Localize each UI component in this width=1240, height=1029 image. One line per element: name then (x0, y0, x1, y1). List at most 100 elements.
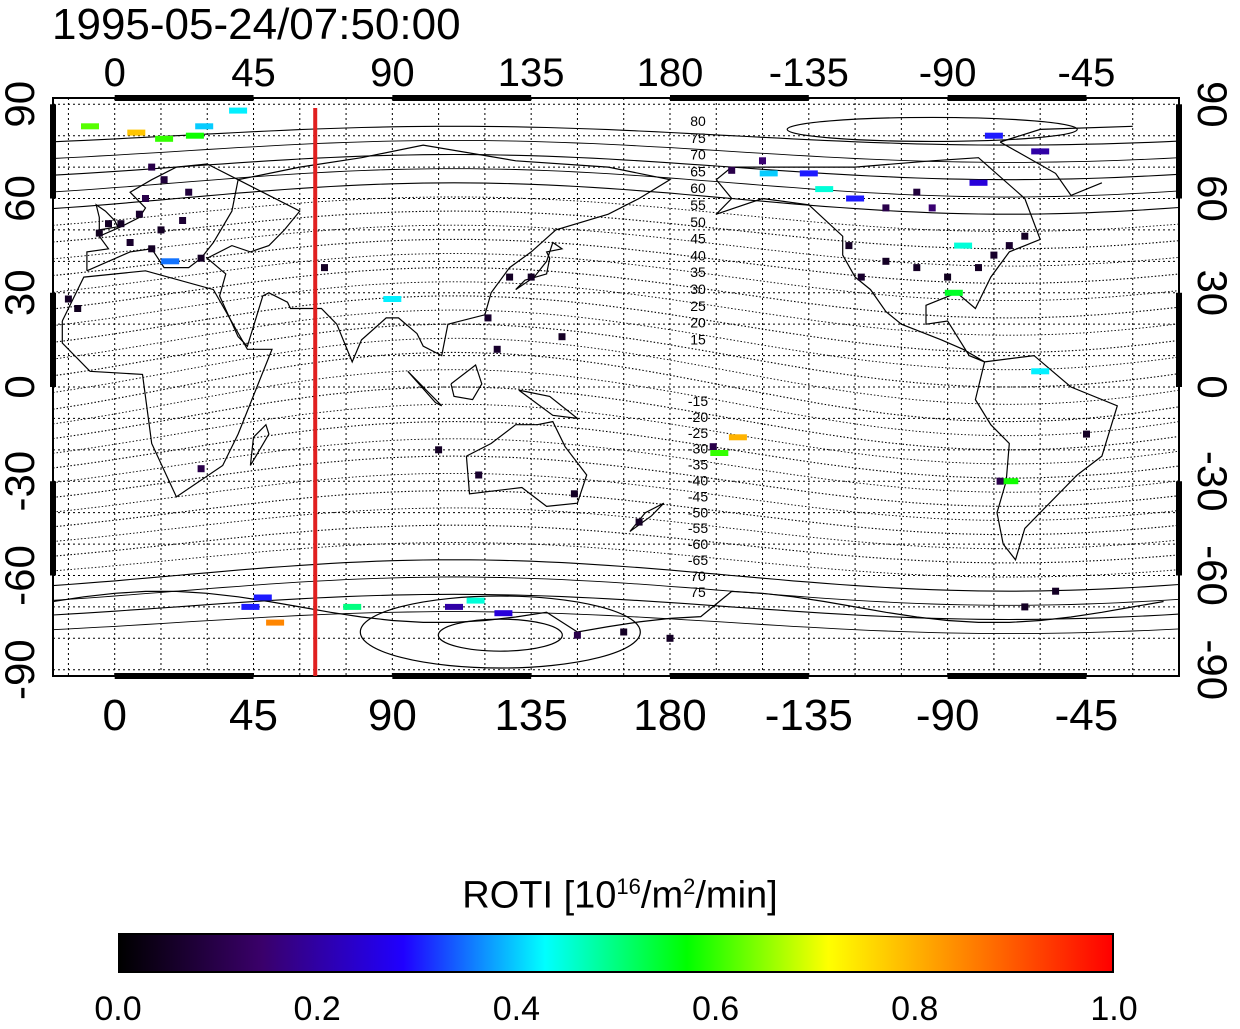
coastline (61, 270, 273, 498)
colorbar-tick-label: 1.0 (1090, 990, 1138, 1028)
roti-point (493, 345, 501, 353)
lat-tick-label-right: -60 (1189, 545, 1236, 606)
roti-point (728, 434, 747, 441)
coastline (249, 423, 270, 466)
colorbar-tick-label: 0.8 (891, 990, 939, 1028)
lon-tick-label-bottom: 180 (633, 691, 706, 740)
contour-line (52, 369, 1180, 437)
lon-tick-label-top: 180 (637, 51, 704, 95)
contour-label: -65 (688, 552, 708, 568)
coastline (715, 157, 1041, 363)
roti-point (484, 314, 492, 322)
roti-point (913, 264, 921, 272)
lat-tick-label-left: -90 (0, 639, 43, 700)
roti-point (126, 239, 134, 246)
lon-tick-label-bottom: 45 (229, 691, 278, 740)
contour-line (52, 168, 1180, 198)
contour-label: 70 (690, 568, 706, 584)
map-frame (52, 97, 1180, 677)
contour-line (52, 281, 1180, 336)
colorbar-title-end: /min] (695, 874, 778, 917)
roti-point (1031, 368, 1050, 375)
contour-line (52, 576, 1180, 606)
contour-line (52, 472, 1180, 521)
frame-bar-bottom (947, 673, 1087, 679)
contour-label: 80 (690, 113, 706, 129)
coastline (465, 420, 588, 508)
roti-point (185, 132, 204, 139)
roti-point (95, 229, 103, 237)
coastline-antarctica (52, 590, 1164, 633)
lat-tick-label-left: 60 (0, 175, 43, 222)
contour-line (52, 224, 1180, 267)
colorbar-title: ROTI [1016/m2/min] (0, 874, 1240, 918)
contour-label: -50 (688, 504, 708, 520)
frame-bar-left (50, 292, 56, 387)
contour-label: 40 (690, 247, 706, 263)
roti-point (148, 163, 156, 171)
roti-point (570, 490, 578, 498)
roti-point (321, 264, 328, 272)
contour-label: 75 (690, 584, 706, 600)
roti-point (845, 242, 853, 250)
lat-tick-label-left: 0 (0, 375, 43, 398)
world-map-plot: 8075706560555045403530252015-15-20-25-30… (0, 51, 1236, 740)
contour-label: -45 (688, 488, 708, 504)
roti-point (142, 195, 149, 202)
frame-bar-right (1176, 104, 1182, 199)
lon-tick-label-top: 45 (231, 51, 276, 95)
roti-point (383, 296, 402, 302)
roti-point (799, 170, 818, 177)
lat-tick-label-right: -30 (1189, 451, 1236, 512)
contour-line (52, 438, 1180, 493)
roti-point (882, 257, 890, 265)
roti-point (179, 217, 187, 224)
contour-line (52, 182, 1180, 215)
contour-label: -40 (688, 473, 708, 489)
colorbar (118, 933, 1114, 973)
contour-label: -15 (688, 393, 708, 409)
roti-point (81, 123, 99, 130)
contour-label: 60 (690, 180, 706, 196)
coastline (999, 125, 1133, 197)
roti-point (759, 157, 766, 165)
roti-point (709, 443, 717, 451)
roti-point (445, 603, 463, 610)
roti-point (990, 251, 998, 259)
coastline (450, 364, 483, 401)
coastline (518, 389, 580, 420)
colorbar-title-square: 2 (683, 874, 696, 899)
coastline (86, 163, 239, 272)
contour-line (52, 309, 1180, 371)
lon-tick-label-top: 0 (104, 51, 126, 95)
contour-line (52, 323, 1180, 388)
contour-label: 45 (690, 231, 706, 247)
roti-point (558, 333, 566, 341)
lat-tick-label-right: 90 (1189, 81, 1236, 128)
roti-point (728, 166, 736, 174)
roti-point (157, 226, 165, 234)
contour-line (52, 125, 1180, 146)
frame-bar-left (50, 481, 56, 576)
axes: 0045459090135135180180-135-135-90-90-45-… (0, 51, 1236, 740)
colorbar-title-main: ROTI [10 (462, 874, 617, 917)
lat-tick-label-right: 0 (1189, 375, 1236, 398)
frame-bar-bottom (114, 673, 254, 679)
roti-point (815, 186, 834, 193)
contour-line (52, 139, 1180, 163)
roti-point (1031, 148, 1050, 155)
roti-point (857, 273, 865, 281)
roti-point (266, 619, 285, 626)
lat-tick-label-left: -60 (0, 545, 43, 606)
coastlines (52, 125, 1164, 633)
roti-point (1005, 242, 1013, 250)
roti-point (846, 195, 865, 202)
contour-line (52, 267, 1180, 319)
lon-tick-label-top: -90 (919, 51, 977, 95)
frame-bar-top (669, 95, 809, 101)
frame-bar-right (1176, 292, 1182, 387)
roti-point (241, 603, 260, 610)
colorbar-title-unit: /m (640, 874, 684, 917)
contour-line (52, 490, 1180, 536)
graticule (53, 98, 1180, 676)
